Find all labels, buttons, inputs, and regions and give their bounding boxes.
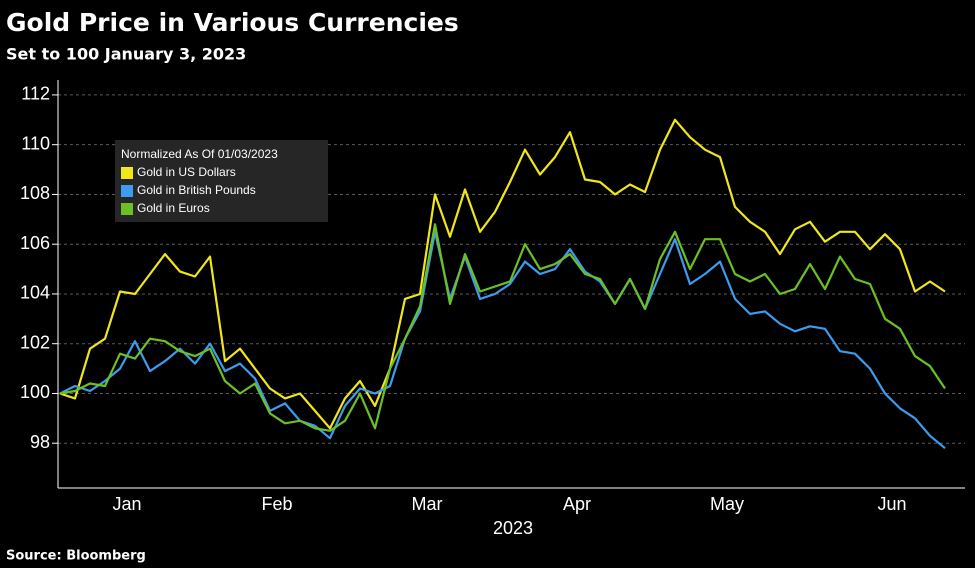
legend: Normalized As Of 01/03/2023 Gold in US Do…: [115, 140, 328, 222]
y-tick-label: 106: [20, 233, 50, 253]
line-series: [59, 118, 946, 430]
x-tick-label: Jun: [877, 494, 906, 514]
y-tick-label: 100: [20, 382, 50, 402]
source: Source: Bloomberg: [6, 549, 146, 564]
legend-label: Gold in Euros: [137, 201, 210, 215]
legend-swatch: [121, 203, 133, 215]
y-tick-label: 104: [20, 283, 50, 303]
y-tick-label: 110: [21, 133, 50, 153]
legend-swatch: [121, 185, 133, 197]
chart-title: Gold Price in Various Currencies: [6, 8, 459, 37]
legend-swatch: [121, 167, 133, 179]
x-tick-label: Apr: [563, 494, 591, 514]
x-tick-label: Jan: [112, 494, 141, 514]
x-tick-label: May: [710, 494, 744, 514]
y-tick-label: 102: [20, 332, 50, 352]
legend-box: [115, 140, 328, 222]
y-tick-label: 108: [20, 183, 50, 203]
line-series: [59, 223, 946, 432]
legend-label: Gold in US Dollars: [137, 165, 236, 179]
x-axis-label: 2023: [493, 518, 533, 538]
x-tick-label: Feb: [261, 494, 292, 514]
legend-title: Normalized As Of 01/03/2023: [121, 147, 278, 161]
y-tick-label: 112: [21, 84, 50, 104]
legend-label: Gold in British Pounds: [137, 183, 256, 197]
y-tick-label: 98: [30, 432, 50, 452]
chart-subtitle: Set to 100 January 3, 2023: [6, 45, 246, 64]
x-tick-label: Mar: [412, 494, 443, 514]
line-series: [59, 230, 946, 450]
